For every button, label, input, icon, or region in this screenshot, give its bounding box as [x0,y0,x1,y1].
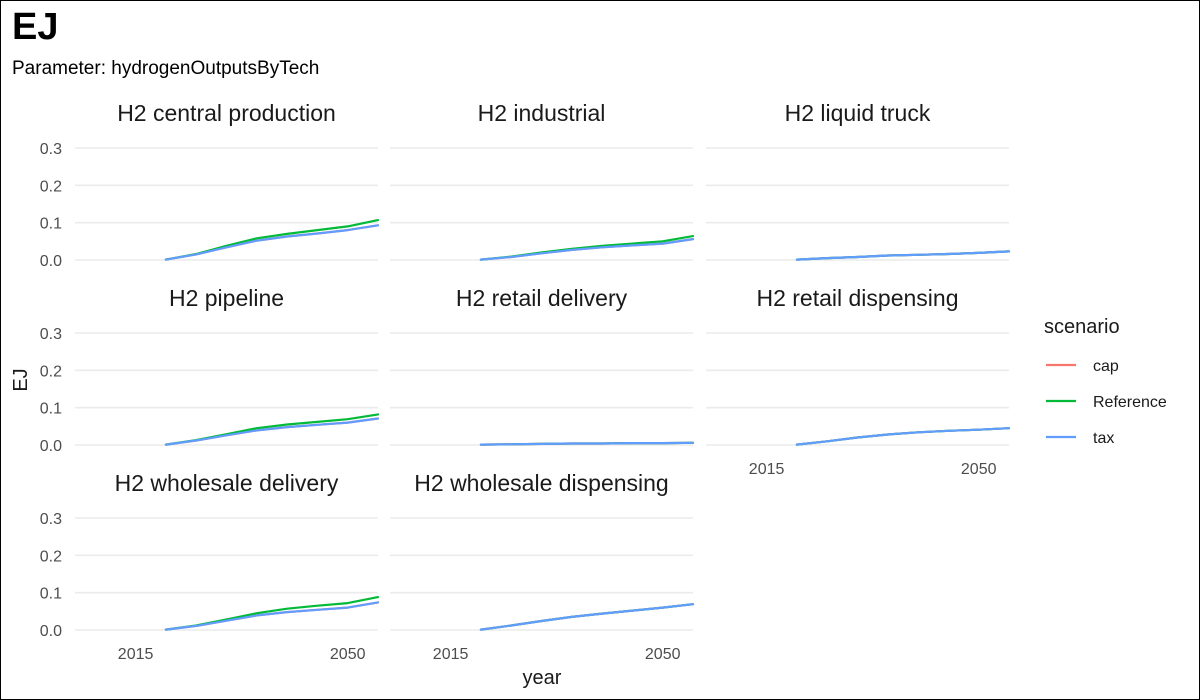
legend-label: cap [1093,358,1119,375]
x-tick-label: 2050 [961,461,997,478]
y-tick-label: 0.2 [40,178,62,195]
facet-panel: H2 wholesale dispensing 2015 2050 [390,470,695,663]
legend-label: Reference [1093,394,1167,411]
legend-label: tax [1093,430,1114,447]
facet-title: H2 retail delivery [456,285,628,311]
y-tick-label: 0.3 [40,511,62,528]
facet-panel: H2 retail dispensing 2015 2050 [706,285,1011,478]
y-tick-label: 0.0 [40,253,62,270]
page-subtitle: Parameter: hydrogenOutputsByTech [12,58,320,79]
facet-title: H2 industrial [478,100,606,126]
series-line-tax [479,441,695,446]
series-line-tax [795,427,1011,446]
x-tick-label: 2015 [118,646,154,663]
series-line-tax [795,250,1011,261]
y-tick-label: 0.2 [40,548,62,565]
series-line-tax [164,224,380,261]
facet-title: H2 wholesale dispensing [414,470,668,496]
legend: scenario cap Reference tax [1044,316,1167,447]
page-title: EJ [12,6,59,48]
y-axis-title: EJ [10,368,32,391]
series-line-tax [479,603,695,631]
facet-panel: H2 pipeline 0.0 0.1 0.2 0.3 [40,285,380,455]
facet-title: H2 liquid truck [785,100,931,126]
x-tick-label: 2015 [433,646,469,663]
facet-title: H2 pipeline [169,285,284,311]
x-tick-label: 2050 [330,646,366,663]
facet-panel: H2 retail delivery [390,285,695,446]
y-tick-label: 0.2 [40,363,62,380]
facet-panel: H2 wholesale delivery 0.0 0.1 0.2 0.3 2015 205… [40,470,380,663]
y-tick-label: 0.1 [40,216,62,233]
series-line-tax [164,601,380,631]
y-tick-label: 0.1 [40,586,62,603]
x-tick-label: 2015 [749,461,785,478]
facet-panel: H2 central production 0.0 0.1 0.2 0.3 [40,100,380,270]
y-tick-label: 0.1 [40,401,62,418]
legend-title: scenario [1044,316,1120,338]
y-tick-label: 0.0 [40,438,62,455]
series-line-tax [164,417,380,446]
y-tick-label: 0.0 [40,623,62,640]
facet-panel: H2 liquid truck [706,100,1011,261]
x-axis-title: year [523,667,562,689]
x-tick-label: 2050 [645,646,681,663]
y-tick-label: 0.3 [40,141,62,158]
facet-title: H2 central production [117,100,336,126]
y-tick-label: 0.3 [40,326,62,343]
facet-title: H2 retail dispensing [756,285,958,311]
facet-panel: H2 industrial [390,100,695,261]
series-line-tax [479,238,695,261]
facet-title: H2 wholesale delivery [115,470,339,496]
